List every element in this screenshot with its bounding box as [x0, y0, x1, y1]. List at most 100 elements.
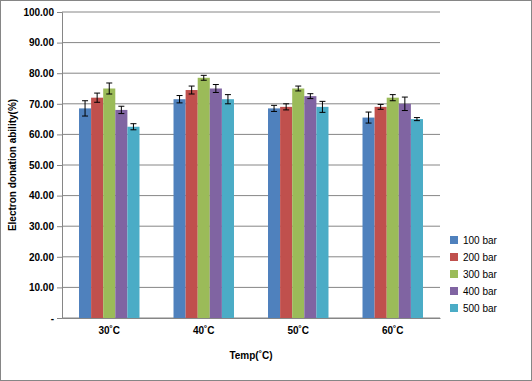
- error-bar: [402, 97, 408, 110]
- y-tick-label: 40.00: [29, 190, 54, 201]
- error-bar: [201, 75, 207, 80]
- y-tick-mark: [57, 104, 62, 105]
- y-tick-mark: [57, 73, 62, 74]
- y-tick: -: [51, 313, 62, 324]
- bar: [304, 96, 316, 318]
- error-bar: [94, 93, 100, 102]
- bar: [280, 107, 292, 318]
- y-tick: 100.00: [23, 7, 62, 18]
- legend-label: 300 bar: [463, 269, 498, 280]
- y-tick-label: 60.00: [29, 129, 54, 140]
- bar: [103, 89, 115, 319]
- y-tick-mark: [57, 12, 62, 13]
- bar: [222, 99, 234, 318]
- error-bar: [414, 118, 420, 121]
- bar: [292, 89, 304, 319]
- x-axis-line: [63, 318, 441, 319]
- y-tick: 30.00: [29, 221, 62, 232]
- y-tick-mark: [57, 226, 62, 227]
- error-bar: [177, 96, 183, 103]
- y-tick-label: 70.00: [29, 99, 54, 110]
- bar: [375, 107, 387, 318]
- y-tick: 60.00: [29, 129, 62, 140]
- bar: [210, 89, 222, 319]
- error-bar: [366, 112, 372, 123]
- x-tick: 30˚C: [98, 318, 120, 336]
- legend: 100 bar 200 bar 300 bar 400 bar 500 bar: [450, 235, 498, 314]
- y-tick: 50.00: [29, 160, 62, 171]
- y-tick-label: 90.00: [29, 37, 54, 48]
- error-bar: [295, 86, 301, 91]
- x-tick: 50˚C: [287, 318, 309, 336]
- y-axis-title: Electron donation ability(%): [7, 99, 18, 231]
- grid-line: [62, 42, 440, 43]
- legend-swatch: [450, 270, 458, 278]
- grid-line: [62, 73, 440, 74]
- y-tick-mark: [57, 134, 62, 135]
- y-tick-mark: [57, 43, 62, 44]
- error-bar: [390, 95, 396, 101]
- bar: [127, 127, 139, 318]
- y-tick-mark: [57, 257, 62, 258]
- error-bar: [118, 106, 124, 113]
- x-tick: 60˚C: [382, 318, 404, 336]
- bar: [79, 108, 91, 318]
- error-bar: [189, 86, 195, 94]
- plot: - 10.00 20.00 30.00 40.00 50.00 60.00 70.00 80.0…: [23, 7, 440, 336]
- error-bar: [319, 101, 325, 112]
- bar: [198, 78, 210, 318]
- x-axis: 30˚C 40˚C 50˚C 60˚C: [63, 318, 441, 336]
- y-tick-label: 30.00: [29, 221, 54, 232]
- error-bar: [82, 101, 88, 116]
- bar: [174, 99, 186, 318]
- bars: [79, 75, 423, 318]
- y-tick-mark: [57, 287, 62, 288]
- legend-swatch: [450, 236, 458, 244]
- y-tick-mark: [57, 318, 62, 319]
- y-tick: 40.00: [29, 190, 62, 201]
- bar: [91, 98, 103, 318]
- bar: [115, 110, 127, 318]
- chart-border: [1, 1, 532, 381]
- legend-label: 500 bar: [463, 303, 498, 314]
- y-tick-mark: [57, 165, 62, 166]
- error-bar: [283, 104, 289, 110]
- error-bar: [213, 85, 219, 93]
- y-tick: 10.00: [29, 282, 62, 293]
- error-bar: [307, 94, 313, 99]
- bar: [316, 107, 328, 318]
- error-bar: [130, 124, 136, 130]
- bar: [411, 119, 423, 318]
- error-bar: [378, 104, 384, 109]
- legend-label: 100 bar: [463, 235, 498, 246]
- y-tick: 80.00: [29, 68, 62, 79]
- bar-series: [91, 86, 387, 318]
- bar-series: [115, 85, 411, 318]
- bar: [268, 108, 280, 318]
- bar: [399, 104, 411, 318]
- x-tick-label: 40˚C: [193, 325, 215, 336]
- x-tick-label: 50˚C: [287, 325, 309, 336]
- legend-swatch: [450, 304, 458, 312]
- bar-series: [79, 96, 375, 318]
- bar: [363, 118, 375, 318]
- legend-swatch: [450, 287, 458, 295]
- error-bar: [271, 105, 277, 111]
- y-tick-label: 20.00: [29, 252, 54, 263]
- grid: [62, 12, 440, 318]
- x-axis-title: Temp(˚C): [229, 350, 272, 361]
- y-tick: 70.00: [29, 99, 62, 110]
- y-tick: 90.00: [29, 37, 62, 48]
- bar-series: [103, 75, 399, 318]
- legend-label: 200 bar: [463, 252, 498, 263]
- y-tick-label: 80.00: [29, 68, 54, 79]
- y-tick-mark: [57, 196, 62, 197]
- legend-label: 400 bar: [463, 286, 498, 297]
- grid-line: [62, 12, 440, 13]
- y-tick-label: -: [51, 313, 54, 324]
- bar: [387, 98, 399, 318]
- bar: [186, 90, 198, 318]
- x-tick-label: 60˚C: [382, 325, 404, 336]
- y-axis-line: [57, 13, 63, 319]
- legend-swatch: [450, 253, 458, 261]
